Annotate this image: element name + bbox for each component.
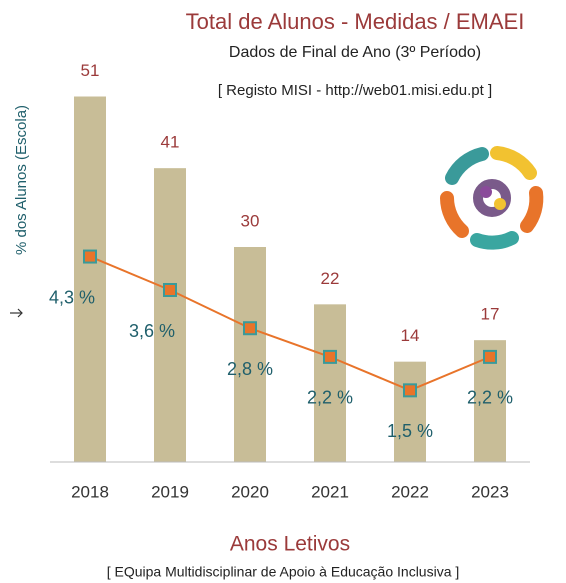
line-value-label: 2,2 %	[307, 388, 353, 408]
bar-value-label: 17	[481, 305, 500, 324]
bar-value-label: 30	[241, 211, 260, 230]
bar	[154, 168, 186, 462]
line-marker	[243, 321, 257, 336]
x-axis-label: Anos Letivos	[230, 533, 350, 556]
bar-value-label: 22	[321, 269, 340, 288]
line-value-label: 1,5 %	[387, 421, 433, 441]
line	[89, 255, 491, 392]
x-tick-label: 2022	[391, 482, 429, 501]
line-value-label: 4,3 %	[49, 287, 95, 307]
line-marker	[323, 349, 337, 364]
bar-value-label: 41	[161, 133, 180, 152]
bar-value-label: 14	[401, 326, 420, 345]
bar	[234, 247, 266, 462]
x-tick-label: 2020	[231, 482, 269, 501]
line-value-label: 2,2 %	[467, 388, 513, 408]
x-tick-label: 2023	[471, 482, 509, 501]
source-note: [ Registo MISI - http://web01.misi.edu.p…	[218, 82, 492, 99]
footer-note: [ EQuipa Multidisciplinar de Apoio à Edu…	[107, 564, 460, 580]
y2-axis-label: % dos Alunos (Escola)	[13, 105, 30, 255]
line-value-label: 3,6 %	[129, 321, 175, 341]
line-marker	[163, 283, 177, 297]
bar	[394, 361, 426, 462]
bar-value-label: 51	[81, 61, 100, 80]
arrow	[10, 308, 23, 318]
x-tick-label: 2021	[311, 482, 349, 501]
line-marker	[83, 249, 97, 264]
logo	[440, 146, 544, 250]
chart-title: Total de Alunos - Medidas / EMAEI	[186, 9, 525, 34]
line-marker	[483, 349, 497, 364]
line-marker	[403, 383, 417, 398]
chart-subtitle: Dados de Final de Ano (3º Período)	[229, 44, 481, 61]
x-tick-label: 2018	[71, 482, 109, 501]
x-tick-label: 2019	[151, 482, 189, 501]
bar	[74, 96, 106, 462]
bar	[314, 304, 346, 462]
line-value-label: 2,8 %	[227, 359, 273, 379]
